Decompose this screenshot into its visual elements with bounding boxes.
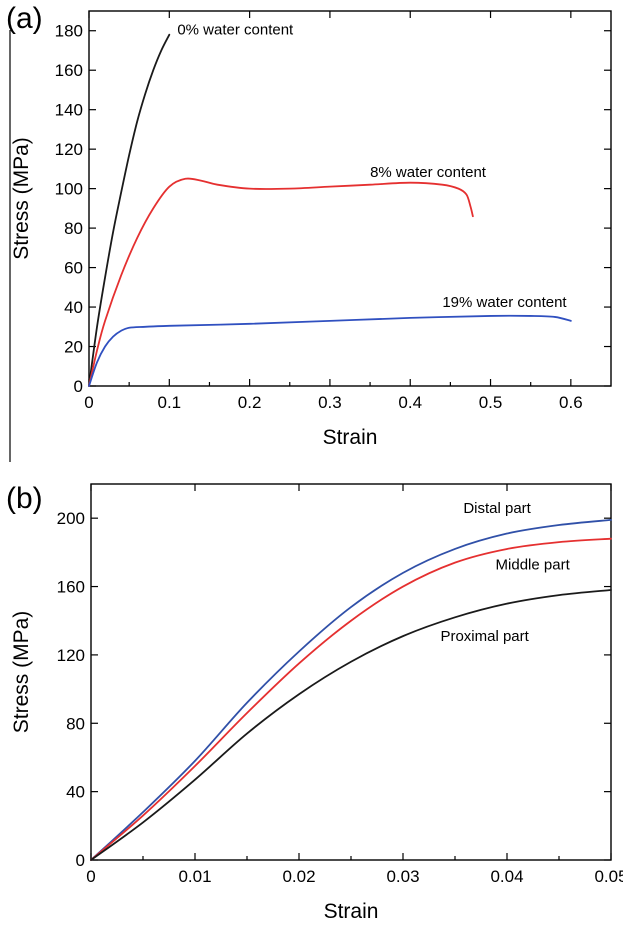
y-tick-label: 180 [55,22,83,41]
y-tick-label: 80 [66,714,85,733]
y-tick-label: 0 [74,377,83,396]
series-line-proximal-part [90,589,612,861]
series-line-8-water-content [88,177,474,387]
x-tick-label: 0.05 [594,867,623,886]
x-tick-label: 0.3 [318,393,342,412]
x-tick-label: 0.6 [559,393,583,412]
plot-frame [88,10,612,387]
x-tick-label: 0 [86,867,95,886]
x-tick-label: 0.4 [398,393,422,412]
y-tick-label: 160 [55,61,83,80]
x-tick-label: 0 [84,393,93,412]
y-tick-label: 120 [57,646,85,665]
series-annotation: 0% water content [177,22,294,39]
y-tick-label: 100 [55,180,83,199]
y-tick-label: 140 [55,101,83,120]
series-line-19-water-content [88,314,572,387]
y-tick-label: 80 [64,219,83,238]
y-tick-label: 0 [76,851,85,870]
series-line-distal-part [90,518,612,861]
x-axis-label: Strain [324,900,379,923]
panel-label: (a) [6,2,43,35]
series-annotation: Proximal part [440,628,529,645]
plot-frame [90,483,612,861]
panel-b: (b) 0 0.01 0.02 0.03 0.04 0.05 0 40 80 120 160 200 St… [6,482,623,923]
x-tick-label: 0.1 [157,393,181,412]
panel-label: (b) [6,482,43,515]
series-annotation: 8% water content [370,164,487,181]
y-tick-label: 120 [55,140,83,159]
series-line-0-water-content [88,33,171,387]
series-annotation: Middle part [496,556,571,573]
y-tick-label: 40 [66,783,85,802]
y-tick-label: 60 [64,259,83,278]
y-tick-label: 20 [64,338,83,357]
y-axis-label: Stress (MPa) [10,611,33,734]
x-tick-label: 0.5 [479,393,503,412]
series-line-middle-part [90,537,612,861]
y-tick-label: 160 [57,578,85,597]
y-tick-label: 200 [57,509,85,528]
series-annotation: 19% water content [442,294,567,311]
x-tick-label: 0.01 [178,867,211,886]
y-tick-label: 40 [64,298,83,317]
x-tick-label: 0.2 [238,393,262,412]
series-annotation: Distal part [463,500,531,517]
x-tick-label: 0.04 [490,867,523,886]
y-axis-label: Stress (MPa) [10,137,33,260]
x-tick-label: 0.02 [282,867,315,886]
panel-a: (a) 0 0.1 0.2 0.3 0.4 0.5 0.6 0 20 40 60 80 100 120 140… [6,2,612,449]
x-tick-label: 0.03 [386,867,419,886]
x-axis-label: Strain [323,426,378,449]
